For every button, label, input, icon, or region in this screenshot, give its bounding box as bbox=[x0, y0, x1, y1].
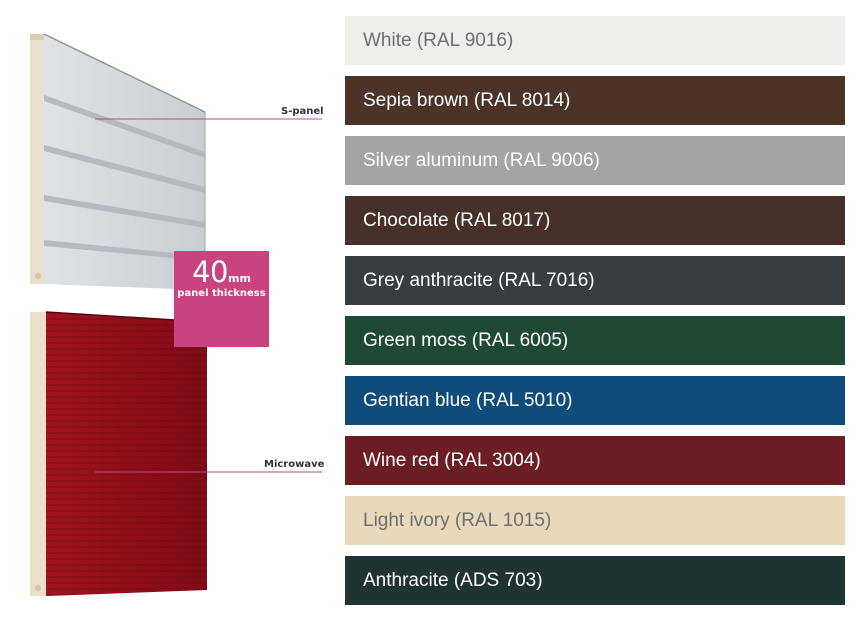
swatch-label: Silver aluminum (RAL 9006) bbox=[363, 149, 600, 171]
swatch-label: Sepia brown (RAL 8014) bbox=[363, 89, 571, 111]
thickness-caption: panel thickness bbox=[177, 288, 266, 299]
color-swatch-gentian-blue: Gentian blue (RAL 5010) bbox=[345, 376, 845, 425]
swatch-label: Green moss (RAL 6005) bbox=[363, 329, 569, 351]
color-swatch-white: White (RAL 9016) bbox=[345, 16, 845, 65]
swatch-label: White (RAL 9016) bbox=[363, 29, 514, 51]
swatch-label: Chocolate (RAL 8017) bbox=[363, 209, 551, 231]
thickness-badge: 40mm panel thickness bbox=[174, 251, 269, 347]
color-swatch-anthracite: Anthracite (ADS 703) bbox=[345, 556, 845, 605]
panel-illustration: S-panel Microwave 40mm panel thickness bbox=[0, 0, 345, 634]
color-swatch-sepia-brown: Sepia brown (RAL 8014) bbox=[345, 76, 845, 125]
thickness-unit: mm bbox=[227, 272, 251, 285]
s-panel-graphic bbox=[30, 33, 206, 290]
swatch-label: Wine red (RAL 3004) bbox=[363, 449, 541, 471]
microwave-label: Microwave bbox=[264, 459, 325, 470]
color-swatch-silver-aluminum: Silver aluminum (RAL 9006) bbox=[345, 136, 845, 185]
swatch-label: Gentian blue (RAL 5010) bbox=[363, 389, 573, 411]
color-swatch-chocolate: Chocolate (RAL 8017) bbox=[345, 196, 845, 245]
color-swatch-list: White (RAL 9016) Sepia brown (RAL 8014) … bbox=[345, 16, 845, 616]
color-swatch-light-ivory: Light ivory (RAL 1015) bbox=[345, 496, 845, 545]
s-panel-label: S-panel bbox=[281, 106, 324, 117]
swatch-label: Grey anthracite (RAL 7016) bbox=[363, 269, 595, 291]
color-swatch-grey-anthracite: Grey anthracite (RAL 7016) bbox=[345, 256, 845, 305]
swatch-label: Anthracite (ADS 703) bbox=[363, 569, 543, 591]
swatch-label: Light ivory (RAL 1015) bbox=[363, 509, 552, 531]
thickness-value: 40 bbox=[192, 255, 228, 289]
color-swatch-wine-red: Wine red (RAL 3004) bbox=[345, 436, 845, 485]
microwave-panel-graphic bbox=[30, 311, 208, 596]
door-panels-graphic bbox=[30, 33, 322, 596]
color-swatch-green-moss: Green moss (RAL 6005) bbox=[345, 316, 845, 365]
